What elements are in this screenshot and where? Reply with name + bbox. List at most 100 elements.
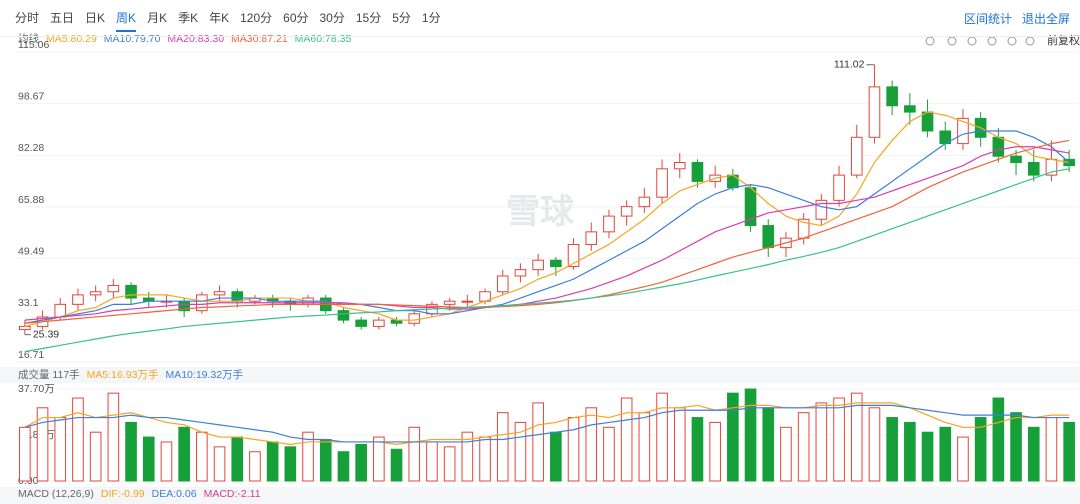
macd-item: DIF:-0.99 <box>101 488 145 500</box>
candle-body <box>850 136 863 176</box>
volume-bar <box>72 397 84 482</box>
volume-bar <box>815 402 828 482</box>
tool-icon <box>967 36 977 46</box>
volume-bar <box>904 421 916 482</box>
volume-bar <box>585 407 598 482</box>
watermark: 雪球 <box>506 193 575 231</box>
candle-body <box>762 225 775 249</box>
volume-bar <box>992 397 1005 482</box>
ma-line <box>24 168 1070 353</box>
annotation: 25.39 <box>33 328 59 340</box>
candle-body <box>1027 162 1040 176</box>
volume-bar <box>567 417 580 482</box>
volume-bar <box>213 446 226 482</box>
volume-bar <box>620 397 633 482</box>
volume-bar <box>957 436 969 482</box>
candle-body <box>691 162 704 182</box>
panel-header <box>0 367 1080 383</box>
volume-bar <box>1027 426 1040 482</box>
tab[interactable]: 年K <box>209 10 230 25</box>
candle-body <box>408 313 421 324</box>
links: 区间统计 退出全屏 <box>964 10 1070 27</box>
ma-line <box>24 130 1070 324</box>
y-tick-label: 115.06 <box>18 39 49 51</box>
candle-body <box>957 117 969 145</box>
volume-bar <box>638 412 651 482</box>
volume-bar <box>373 436 385 482</box>
volume-bar <box>196 431 208 482</box>
candle-body <box>213 291 226 296</box>
volume-bar <box>780 426 792 482</box>
tabs: 分时 五日 日K 周K 月K 季K 年K 120分 60分 30分 15分 5分 1分 <box>15 5 441 32</box>
volume-bar <box>319 439 332 482</box>
volume-title: 成交量 117手 <box>18 368 80 381</box>
candle-body <box>337 310 350 321</box>
candle-body <box>1010 155 1022 164</box>
legend-item: MA10:79.70 <box>104 33 161 45</box>
volume-bar <box>868 407 881 482</box>
volume-bar <box>302 431 314 482</box>
volume-bar <box>107 392 120 482</box>
volume-bar <box>939 426 952 482</box>
volume-bar <box>514 421 527 482</box>
candle-body <box>992 136 1005 157</box>
volume-bar <box>178 426 190 482</box>
tab[interactable]: 30分 <box>319 10 345 25</box>
volume-bar <box>1063 421 1075 482</box>
tab[interactable]: 5分 <box>392 10 411 25</box>
tab[interactable]: 季K <box>178 10 199 25</box>
candle-body <box>638 196 651 208</box>
volume-bar <box>797 412 810 482</box>
candle-body <box>620 206 633 217</box>
y-tick-label: 37.70万 <box>18 383 55 395</box>
volume-bar <box>1010 412 1022 482</box>
link[interactable]: 退出全屏 <box>1021 11 1070 26</box>
link[interactable]: 区间统计 <box>963 11 1012 26</box>
candle-body <box>585 231 598 245</box>
volume-bar <box>603 426 615 482</box>
volume-bar <box>36 407 49 482</box>
volume-bar <box>426 441 438 482</box>
legend-item: MA5:80.29 <box>46 33 97 45</box>
candle-body <box>921 111 934 132</box>
tab[interactable]: 分时 <box>15 10 40 25</box>
volume-bar <box>673 407 686 482</box>
volume-bar <box>479 436 491 482</box>
macd-title: MACD (12,26,9) <box>18 488 94 500</box>
volume-bar <box>337 451 350 482</box>
volume-bar <box>54 417 67 482</box>
candle-body <box>514 269 527 277</box>
legend-item: MA30:87.21 <box>231 33 288 45</box>
tool-icon <box>987 36 997 46</box>
candle-body <box>550 259 562 268</box>
candle-body <box>89 291 102 296</box>
volume-bar <box>709 421 721 482</box>
volume-bar <box>727 392 739 482</box>
y-tick-label: 49.49 <box>18 245 44 257</box>
tab[interactable]: 120分 <box>240 10 273 25</box>
tab[interactable]: 60分 <box>283 10 309 25</box>
tab[interactable]: 15分 <box>355 10 382 25</box>
volume-bar <box>691 417 704 482</box>
legend-item: MA10:19.32万手 <box>165 368 243 381</box>
volume-bar <box>266 441 279 482</box>
tab[interactable]: 周K <box>116 5 137 32</box>
volume-bar <box>408 426 421 482</box>
tab[interactable]: 月K <box>147 10 168 25</box>
y-tick-label: 65.88 <box>18 194 44 206</box>
candle-body <box>673 162 686 170</box>
volume-bar <box>1045 417 1058 482</box>
tab[interactable]: 五日 <box>50 10 75 25</box>
tab[interactable]: 1分 <box>421 10 441 25</box>
tab[interactable]: 日K <box>85 10 106 25</box>
volume-bar <box>355 443 367 482</box>
volume-bar <box>142 436 155 482</box>
volume-bar <box>921 431 934 482</box>
legend-title: 均线 <box>18 32 39 45</box>
candle-body <box>72 294 84 305</box>
candle-body <box>19 325 31 331</box>
volume-bar <box>390 448 403 482</box>
panel-header <box>0 487 1080 504</box>
candle-body <box>443 300 456 305</box>
